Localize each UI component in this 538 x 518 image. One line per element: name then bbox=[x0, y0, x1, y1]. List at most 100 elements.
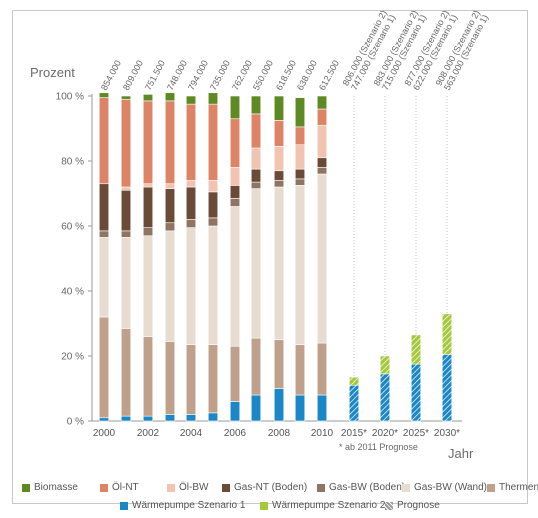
bar-segment bbox=[294, 178, 306, 186]
bar-segment bbox=[294, 394, 306, 422]
y-tick-label: 80 % bbox=[61, 157, 84, 168]
bar-segment bbox=[250, 337, 262, 396]
legend-label: Öl-NT bbox=[112, 482, 139, 493]
x-tick-label: 2004 bbox=[180, 428, 203, 439]
bar-segment bbox=[185, 344, 197, 415]
legend-label: Gas-NT (Boden) bbox=[234, 482, 308, 493]
bar-segment bbox=[142, 227, 154, 237]
x-tick-label: 2020* bbox=[372, 428, 398, 439]
bar-segment bbox=[207, 191, 219, 219]
x-tick-label: 2025* bbox=[403, 428, 429, 439]
legend-label: Prognose bbox=[397, 500, 440, 511]
bar-segment bbox=[142, 94, 154, 102]
x-tick-label: 2030* bbox=[434, 428, 460, 439]
bar-segment bbox=[120, 95, 132, 100]
legend-item: Gas-BW (Boden) bbox=[317, 482, 405, 493]
legend-label: Thermen bbox=[499, 482, 538, 493]
bar-segment bbox=[164, 414, 176, 422]
bar-segment bbox=[120, 189, 132, 232]
bar-segment bbox=[120, 328, 132, 417]
bar-segment bbox=[294, 144, 306, 170]
bar-segment bbox=[98, 183, 110, 232]
y-tick-label: 20 % bbox=[61, 352, 84, 363]
total-label-line: 751.500 bbox=[143, 59, 167, 92]
bar-segment bbox=[379, 373, 391, 422]
legend-item: Thermen bbox=[487, 482, 538, 493]
bar-segment bbox=[207, 225, 219, 345]
total-label-line: 794.000 bbox=[186, 59, 210, 92]
total-label-line: 735.000 bbox=[208, 59, 232, 92]
bar-segment bbox=[273, 339, 285, 389]
bar-segment bbox=[164, 230, 176, 342]
bar-segment bbox=[316, 124, 328, 159]
bar-segment bbox=[229, 95, 241, 120]
legend-swatch bbox=[317, 483, 325, 492]
prognose-note: * ab 2011 Prognose bbox=[339, 442, 418, 452]
bar-segment bbox=[120, 98, 132, 188]
bar-segment bbox=[229, 198, 241, 207]
total-label-line: 854.000 bbox=[99, 59, 123, 92]
total-label: 638.000 bbox=[295, 59, 319, 92]
bar-segment bbox=[164, 341, 176, 415]
legend-item: Biomasse bbox=[22, 482, 78, 493]
y-tick-label: 0 % bbox=[67, 417, 84, 428]
bar-segment bbox=[316, 173, 328, 344]
legend-label: Biomasse bbox=[34, 482, 78, 493]
bar-segment bbox=[229, 118, 241, 168]
bar-segment bbox=[98, 97, 110, 185]
x-tick-label: 2006 bbox=[224, 428, 247, 439]
bar-segment bbox=[294, 168, 306, 180]
bar-segment bbox=[294, 185, 306, 345]
bar-segment bbox=[348, 376, 360, 386]
bar-segment bbox=[120, 186, 132, 191]
bar-segment bbox=[142, 100, 154, 185]
legend-item: Prognose bbox=[385, 500, 440, 511]
legend-item: Wärmepumpe Szenario 1 bbox=[120, 500, 245, 511]
bar-segment bbox=[164, 92, 176, 102]
bar-segment bbox=[207, 103, 219, 181]
bar-segment bbox=[348, 384, 360, 422]
legend-item: Öl-NT bbox=[100, 482, 139, 493]
legend-item: Öl-BW bbox=[167, 482, 208, 493]
total-label: 735.000 bbox=[208, 59, 232, 92]
bar-segment bbox=[164, 188, 176, 224]
total-label-line: 809.000 bbox=[121, 59, 145, 92]
bar-segment bbox=[142, 336, 154, 417]
chart-frame bbox=[12, 10, 528, 504]
bar-segment bbox=[441, 354, 453, 422]
bar-segment bbox=[316, 157, 328, 168]
bar-segment bbox=[164, 183, 176, 189]
bar-segment bbox=[120, 230, 132, 238]
y-tick-label: 40 % bbox=[61, 287, 84, 298]
total-label-line: 638.000 bbox=[295, 59, 319, 92]
bar-segment bbox=[273, 146, 285, 172]
legend-swatch bbox=[22, 483, 30, 492]
bar-segment bbox=[185, 103, 197, 181]
bar-segment bbox=[185, 227, 197, 345]
bar-segment bbox=[273, 120, 285, 147]
bar-segment bbox=[142, 415, 154, 422]
total-label-line: 550.000 bbox=[251, 59, 275, 92]
bar-segment bbox=[273, 95, 285, 121]
legend-swatch bbox=[120, 501, 128, 510]
bar-segment bbox=[250, 181, 262, 189]
total-label: 612.500 bbox=[317, 59, 341, 92]
bar-segment bbox=[120, 415, 132, 422]
bar-segment bbox=[250, 168, 262, 183]
bar-segment bbox=[273, 388, 285, 422]
bar-segment bbox=[250, 394, 262, 422]
bar-segment bbox=[207, 92, 219, 105]
bar-segment bbox=[316, 95, 328, 110]
bar-segment bbox=[229, 167, 241, 186]
x-tick-label: 2002 bbox=[137, 428, 160, 439]
legend-swatch bbox=[100, 483, 108, 492]
legend-label: Öl-BW bbox=[179, 482, 209, 493]
bar-segment bbox=[164, 100, 176, 185]
bar-segment bbox=[142, 183, 154, 188]
bar-segment bbox=[294, 97, 306, 128]
bar-segment bbox=[185, 186, 197, 220]
bar-segment bbox=[410, 363, 422, 422]
bar-segment bbox=[120, 237, 132, 329]
bar-segment bbox=[98, 230, 110, 238]
bar-segment bbox=[250, 147, 262, 170]
